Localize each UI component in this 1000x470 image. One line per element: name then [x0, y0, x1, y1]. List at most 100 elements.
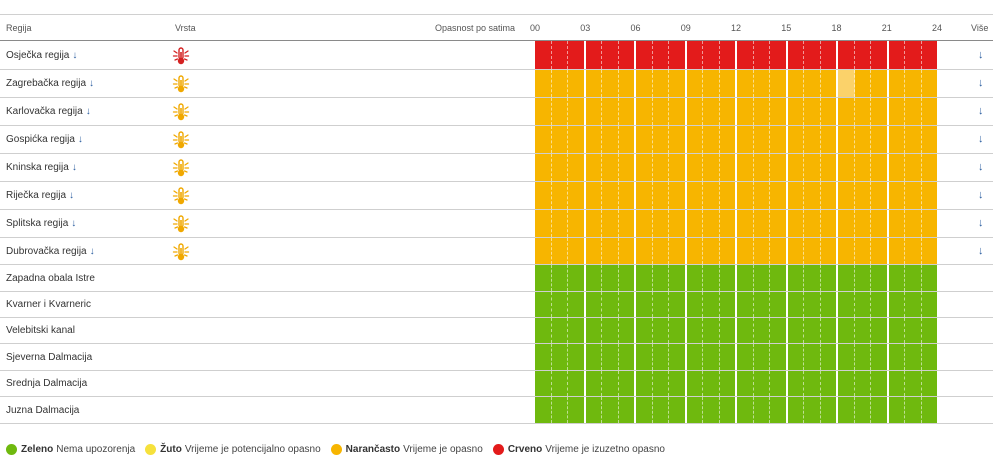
- header-vise: Više: [971, 23, 989, 33]
- hour-cell: [737, 371, 754, 396]
- region-label: Zagrebačka regija: [6, 78, 87, 89]
- hour-cell: [737, 265, 754, 291]
- region-name[interactable]: Dubrovačka regija ↓: [6, 246, 95, 257]
- hour-cell: [669, 344, 687, 370]
- arrow-down-icon[interactable]: ↓: [89, 78, 95, 89]
- warnings-table: Regija Vrsta Opasnost po satima Više 00 0…: [0, 14, 993, 424]
- legend-item: Žuto Vrijeme je potencijalno opasno: [145, 444, 321, 455]
- hour-cell: [737, 210, 754, 237]
- hour-cell: [703, 41, 720, 69]
- hour-cell: [636, 70, 653, 97]
- hour-cell: [719, 41, 737, 69]
- arrow-down-icon[interactable]: ↓: [71, 162, 77, 173]
- hour-cell: [921, 292, 937, 317]
- hour-cell: [804, 238, 821, 264]
- hour-cell: [838, 371, 855, 396]
- arrow-down-icon[interactable]: ↓: [85, 106, 91, 117]
- region-name[interactable]: Gospićka regija ↓: [6, 134, 83, 145]
- region-name[interactable]: Riječka regija ↓: [6, 190, 74, 201]
- hour-cell: [686, 98, 703, 125]
- hour-cell: [820, 182, 838, 209]
- hour-cell: [804, 344, 821, 370]
- hour-cell: [871, 41, 889, 69]
- hour-cell: [820, 238, 838, 264]
- expand-arrow-icon[interactable]: ↓: [978, 244, 984, 257]
- arrow-down-icon[interactable]: ↓: [89, 245, 95, 257]
- hour-cell: [618, 154, 636, 181]
- hour-tick: 18: [831, 23, 842, 33]
- expand-arrow-icon[interactable]: ↓: [978, 133, 984, 145]
- region-name[interactable]: Zagrebačka regija ↓: [6, 78, 94, 89]
- legend-label: Narančasto: [345, 444, 401, 455]
- expand-arrow-icon[interactable]: ↓: [978, 161, 984, 173]
- hour-cell: [753, 182, 770, 209]
- expand-arrow-icon[interactable]: ↓: [978, 77, 984, 89]
- expand-arrow-icon[interactable]: ↓: [978, 189, 984, 201]
- expand-arrow-icon[interactable]: ↓: [978, 105, 984, 117]
- hour-cell: [854, 70, 871, 97]
- hour-cell: [871, 182, 889, 209]
- hour-cell: [888, 41, 905, 69]
- region-name[interactable]: Splitska regija ↓: [6, 218, 76, 229]
- hour-cell: [854, 210, 871, 237]
- hour-cell: [737, 397, 754, 423]
- hourly-grid: [535, 397, 937, 423]
- arrow-down-icon[interactable]: ↓: [71, 218, 77, 229]
- hour-cell: [652, 126, 669, 153]
- region-name: Juzna Dalmacija: [6, 405, 79, 416]
- hour-cell: [871, 344, 889, 370]
- legend-dot-icon: [492, 444, 504, 455]
- hour-cell: [820, 265, 838, 291]
- hour-cell: [568, 318, 586, 343]
- thermometer-hot-icon: [172, 242, 190, 261]
- legend-text: Nema upozorenja: [56, 444, 136, 455]
- hour-cell: [838, 126, 855, 153]
- hour-cell: [551, 397, 568, 423]
- region-name[interactable]: Kninska regija ↓: [6, 162, 77, 173]
- hour-cell: [585, 98, 602, 125]
- arrow-down-icon[interactable]: ↓: [72, 49, 78, 61]
- expand-arrow-icon[interactable]: ↓: [978, 48, 984, 61]
- hour-cell: [888, 371, 905, 396]
- hour-cell: [551, 210, 568, 237]
- hour-cell: [888, 265, 905, 291]
- hour-cell: [838, 182, 855, 209]
- region-label: Velebitski kanal: [6, 325, 75, 336]
- hour-cell: [585, 182, 602, 209]
- hour-cell: [838, 41, 855, 69]
- expand-arrow-icon[interactable]: ↓: [978, 217, 984, 229]
- hour-cell: [905, 397, 922, 423]
- hour-cell: [585, 210, 602, 237]
- hour-cell: [820, 318, 838, 343]
- hour-cell: [888, 70, 905, 97]
- hour-cell: [737, 238, 754, 264]
- region-name[interactable]: Karlovačka regija ↓: [6, 106, 91, 117]
- hour-cell: [787, 154, 804, 181]
- thermometer-hot-icon: [172, 46, 190, 65]
- hour-cell: [820, 292, 838, 317]
- hour-cell: [568, 397, 586, 423]
- region-name: Srednja Dalmacija: [6, 378, 87, 389]
- arrow-down-icon[interactable]: ↓: [69, 190, 75, 201]
- hour-cell: [804, 210, 821, 237]
- hour-cell: [535, 70, 552, 97]
- hour-cell: [753, 371, 770, 396]
- hour-cell: [703, 318, 720, 343]
- hour-cell: [804, 182, 821, 209]
- hour-cell: [854, 126, 871, 153]
- hour-cell: [719, 318, 737, 343]
- hour-cell: [669, 70, 687, 97]
- arrow-down-icon[interactable]: ↓: [77, 134, 83, 145]
- hour-cell: [871, 371, 889, 396]
- table-body: Osječka regija ↓ ↓ Zagrebačka regija ↓ ↓ Karlo…: [0, 41, 993, 424]
- hour-cell: [703, 397, 720, 423]
- region-name[interactable]: Osječka regija ↓: [6, 50, 77, 61]
- legend-item: Crveno Vrijeme je izuzetno opasno: [492, 444, 665, 455]
- hour-cell: [854, 238, 871, 264]
- table-row: Kninska regija ↓ ↓: [0, 154, 993, 182]
- hour-cell: [602, 265, 619, 291]
- hour-cell: [888, 238, 905, 264]
- hourly-grid: [535, 41, 937, 69]
- hour-cell: [636, 265, 653, 291]
- hour-cell: [770, 292, 788, 317]
